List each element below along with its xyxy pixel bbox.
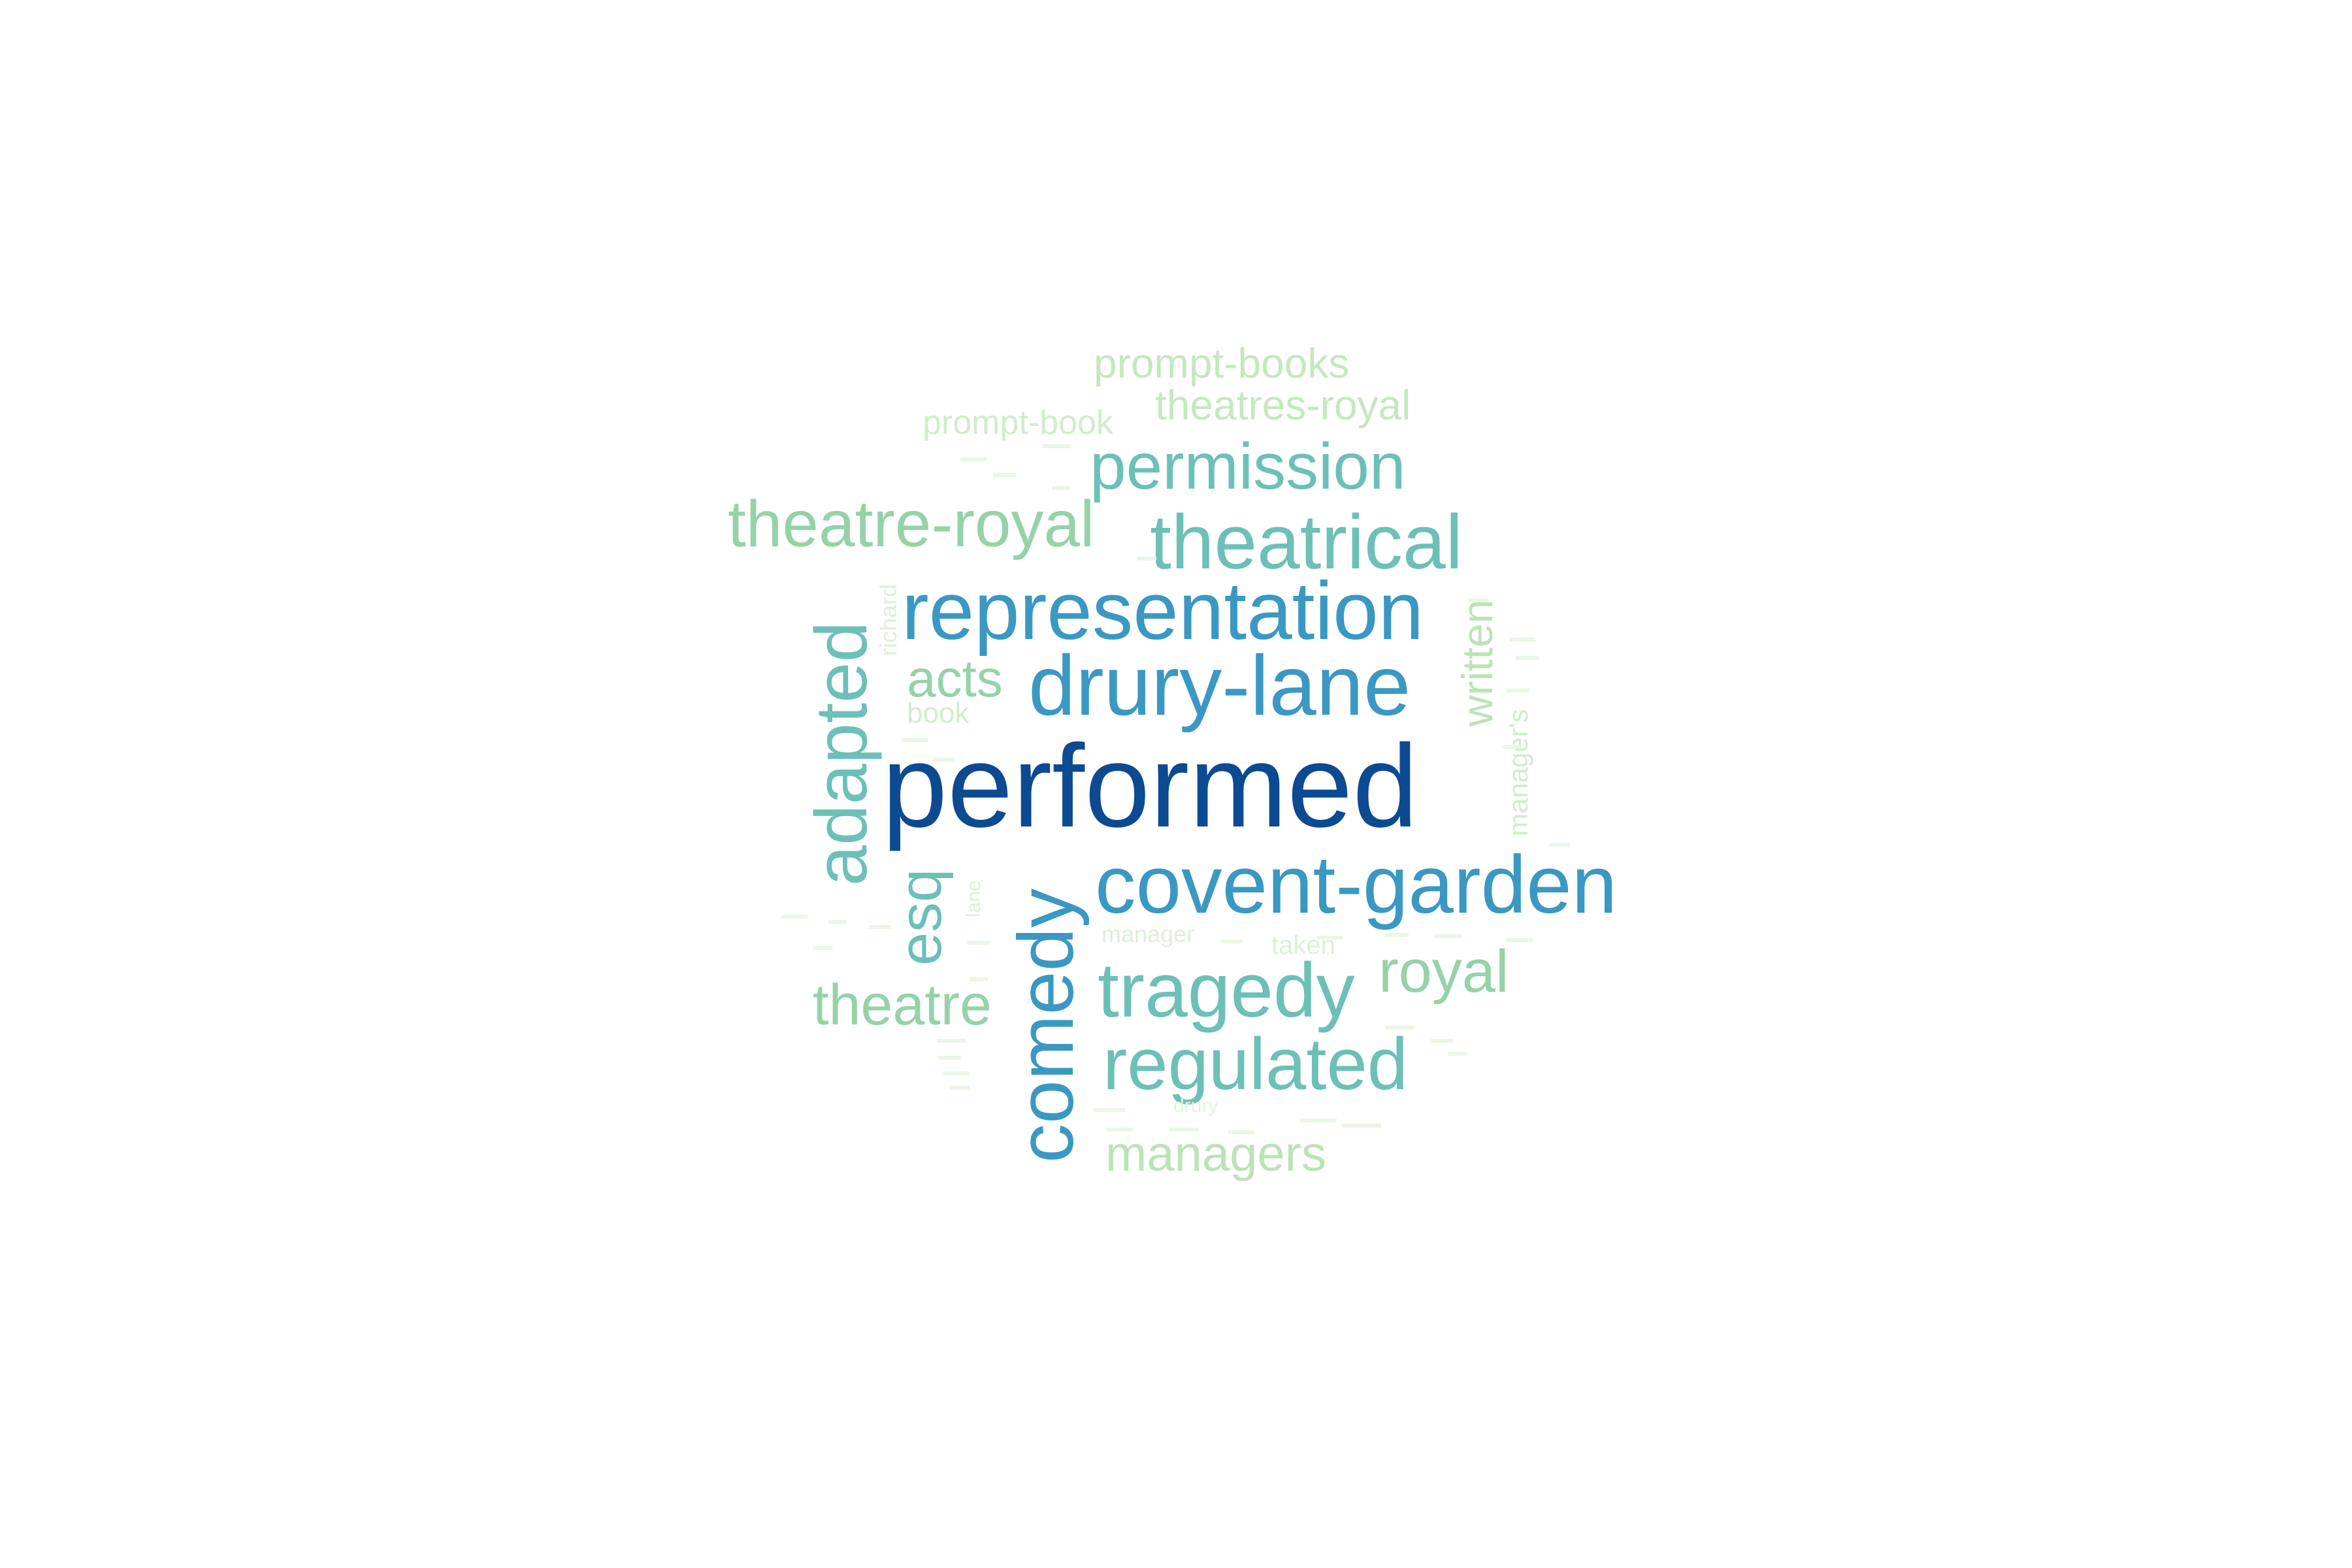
filler-mark — [1220, 939, 1243, 943]
filler-mark — [1043, 444, 1071, 448]
word-theatrical: theatrical — [1150, 499, 1463, 585]
word-managers-apostrophe: manager's — [1503, 709, 1533, 836]
filler-mark — [1317, 936, 1343, 939]
filler-mark — [993, 473, 1017, 477]
filler-mark — [1385, 933, 1409, 937]
word-richard: richard — [875, 584, 902, 656]
filler-mark — [1169, 1128, 1198, 1132]
word-permission: permission — [1090, 430, 1406, 503]
filler-mark — [1052, 486, 1070, 490]
word-performed: performed — [882, 721, 1418, 852]
filler-mark — [813, 946, 832, 950]
word-managers: managers — [1105, 1126, 1326, 1182]
word-royal: royal — [1379, 938, 1509, 1005]
filler-mark — [1342, 1124, 1381, 1128]
filler-mark — [1507, 689, 1529, 693]
filler-words — [781, 444, 1569, 1134]
filler-mark — [1435, 934, 1462, 938]
filler-mark — [1431, 1039, 1453, 1043]
filler-mark — [943, 1071, 970, 1075]
word-prompt-book: prompt-book — [923, 404, 1114, 442]
filler-mark — [1228, 1130, 1254, 1134]
word-adapted: adapted — [800, 621, 882, 886]
filler-mark — [938, 1056, 962, 1060]
filler-mark — [1448, 1052, 1467, 1056]
filler-mark — [937, 1039, 966, 1043]
filler-mark — [1507, 938, 1533, 942]
word-acts: acts — [907, 649, 1003, 708]
filler-mark — [1550, 843, 1569, 847]
word-theatre-royal: theatre-royal — [728, 487, 1094, 561]
word-theatres-royal: theatres-royal — [1155, 382, 1411, 429]
word-esq: esq — [887, 869, 954, 966]
word-manager: manager — [1102, 921, 1194, 947]
word-drury: drury — [1173, 1095, 1218, 1117]
filler-mark — [1509, 638, 1535, 642]
word-prompt-books: prompt-books — [1094, 340, 1349, 387]
word-drury-lane: drury-lane — [1028, 638, 1411, 733]
word-lane: lane — [963, 880, 985, 917]
word-comedy: comedy — [1002, 889, 1090, 1163]
filler-mark — [970, 977, 988, 981]
word-representation: representation — [902, 566, 1424, 657]
filler-mark — [828, 920, 847, 924]
filler-mark — [1385, 1026, 1414, 1030]
filler-mark — [950, 1086, 970, 1090]
filler-mark — [1516, 656, 1539, 660]
filler-mark — [902, 738, 928, 742]
word-theatre: theatre — [813, 972, 992, 1037]
filler-mark — [960, 457, 987, 461]
filler-mark — [1503, 745, 1521, 749]
word-book: book — [907, 697, 970, 729]
filler-mark — [869, 925, 891, 929]
word-regulated: regulated — [1103, 1023, 1408, 1105]
word-taken: taken — [1271, 931, 1335, 960]
word-written: written — [1453, 600, 1501, 727]
filler-mark — [1300, 1119, 1337, 1122]
filler-mark — [781, 915, 808, 919]
filler-mark — [967, 941, 989, 945]
filler-mark — [933, 758, 954, 762]
filler-mark — [1094, 1108, 1125, 1112]
word-tragedy: tragedy — [1098, 947, 1355, 1034]
word-covent-garden: covent-garden — [1095, 840, 1617, 930]
filler-mark — [1107, 1128, 1133, 1132]
filler-mark — [1137, 557, 1156, 561]
filler-mark — [1469, 598, 1488, 602]
